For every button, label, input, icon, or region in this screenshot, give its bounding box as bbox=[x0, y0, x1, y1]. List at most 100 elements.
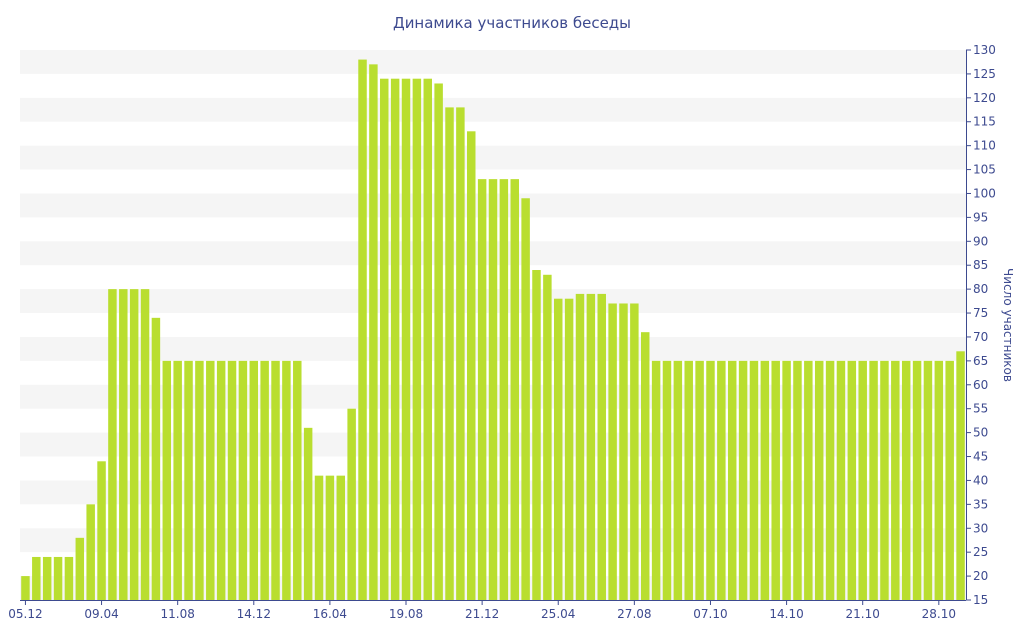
bar bbox=[640, 332, 650, 600]
y-tick-label: 20 bbox=[973, 569, 988, 583]
y-tick-label: 70 bbox=[973, 330, 988, 344]
bar bbox=[423, 78, 432, 600]
bar bbox=[42, 556, 52, 600]
y-tick-label: 85 bbox=[973, 258, 988, 272]
bar bbox=[619, 303, 628, 600]
bar bbox=[206, 360, 215, 600]
bar bbox=[32, 556, 41, 600]
y-tick-label: 100 bbox=[973, 186, 996, 200]
bar bbox=[151, 317, 161, 600]
y-tick-label: 130 bbox=[973, 43, 996, 57]
x-tick-label: 09.04 bbox=[84, 607, 118, 621]
bar bbox=[173, 360, 182, 600]
bar bbox=[597, 293, 606, 600]
bar bbox=[401, 78, 411, 600]
bar bbox=[760, 360, 770, 600]
bar bbox=[21, 576, 30, 600]
bar bbox=[912, 360, 922, 600]
bar bbox=[390, 78, 400, 600]
chart-title: Динамика участников беседы bbox=[393, 14, 631, 32]
x-tick-label: 28.10 bbox=[922, 607, 956, 621]
bar bbox=[880, 360, 889, 600]
bar bbox=[347, 408, 356, 600]
x-tick-label: 21.10 bbox=[846, 607, 880, 621]
bar bbox=[303, 427, 313, 600]
y-tick-label: 120 bbox=[973, 91, 996, 105]
x-tick-label: 07.10 bbox=[693, 607, 727, 621]
bar bbox=[684, 360, 693, 600]
bar bbox=[293, 360, 302, 600]
bar bbox=[717, 360, 726, 600]
bar bbox=[358, 59, 367, 600]
x-tick-label: 19.08 bbox=[389, 607, 423, 621]
bar bbox=[554, 298, 563, 600]
x-axis-ticks: 05.12 09.04 11.08 14.12 16.04 19.08 21.12 25.04… bbox=[8, 600, 956, 621]
bar bbox=[706, 360, 715, 600]
y-tick-label: 35 bbox=[973, 497, 988, 511]
bar bbox=[891, 360, 900, 600]
bar bbox=[695, 360, 704, 600]
bar bbox=[575, 293, 585, 600]
bar bbox=[369, 64, 378, 601]
grid-band bbox=[20, 145, 966, 170]
bar bbox=[956, 351, 965, 600]
bar bbox=[793, 360, 802, 600]
y-axis-ticks: 15 20 25 30 35 40 45 50 55 60 65 70 75 80 85 90 95 100 105… bbox=[966, 43, 996, 607]
bar bbox=[216, 360, 226, 600]
bar bbox=[521, 198, 530, 600]
bar bbox=[564, 298, 574, 600]
bar bbox=[814, 360, 824, 600]
bar bbox=[336, 475, 346, 600]
bar bbox=[847, 360, 857, 600]
x-tick-label: 11.08 bbox=[160, 607, 194, 621]
bar bbox=[836, 360, 846, 600]
bar bbox=[249, 360, 259, 600]
bar bbox=[314, 475, 324, 600]
bar bbox=[119, 289, 128, 600]
x-tick-label: 25.04 bbox=[541, 607, 575, 621]
y-tick-label: 105 bbox=[973, 163, 996, 177]
bar bbox=[771, 360, 780, 600]
bar bbox=[129, 289, 139, 600]
x-tick-label: 16.04 bbox=[313, 607, 347, 621]
y-tick-label: 15 bbox=[973, 593, 988, 607]
grid-band bbox=[20, 97, 966, 122]
bar bbox=[543, 274, 552, 600]
bar bbox=[869, 360, 878, 600]
bar bbox=[271, 360, 280, 600]
bar bbox=[499, 179, 509, 600]
y-tick-label: 60 bbox=[973, 378, 988, 392]
y-tick-label: 110 bbox=[973, 139, 996, 153]
x-tick-label: 27.08 bbox=[617, 607, 651, 621]
y-tick-label: 95 bbox=[973, 210, 988, 224]
bar bbox=[184, 360, 193, 600]
bar bbox=[804, 360, 813, 600]
y-tick-label: 65 bbox=[973, 354, 988, 368]
bar bbox=[108, 289, 117, 600]
y-tick-label: 115 bbox=[973, 115, 996, 129]
y-tick-label: 45 bbox=[973, 450, 988, 464]
bar bbox=[662, 360, 672, 600]
bar bbox=[651, 360, 661, 600]
bars bbox=[21, 59, 965, 601]
bar bbox=[825, 360, 835, 600]
bar bbox=[901, 360, 911, 600]
y-tick-label: 30 bbox=[973, 521, 988, 535]
x-tick-label: 05.12 bbox=[8, 607, 42, 621]
y-tick-label: 40 bbox=[973, 473, 988, 487]
x-tick-label: 14.12 bbox=[237, 607, 271, 621]
bar bbox=[858, 360, 867, 600]
bar bbox=[260, 360, 269, 600]
bar bbox=[477, 179, 487, 600]
y-tick-label: 80 bbox=[973, 282, 988, 296]
y-tick-label: 55 bbox=[973, 402, 988, 416]
bar bbox=[64, 556, 74, 600]
bar bbox=[282, 360, 291, 600]
x-tick-label: 14.10 bbox=[769, 607, 803, 621]
bar bbox=[532, 270, 541, 600]
y-tick-label: 25 bbox=[973, 545, 988, 559]
bar bbox=[195, 360, 204, 600]
bar bbox=[586, 293, 596, 600]
bar bbox=[86, 504, 95, 600]
